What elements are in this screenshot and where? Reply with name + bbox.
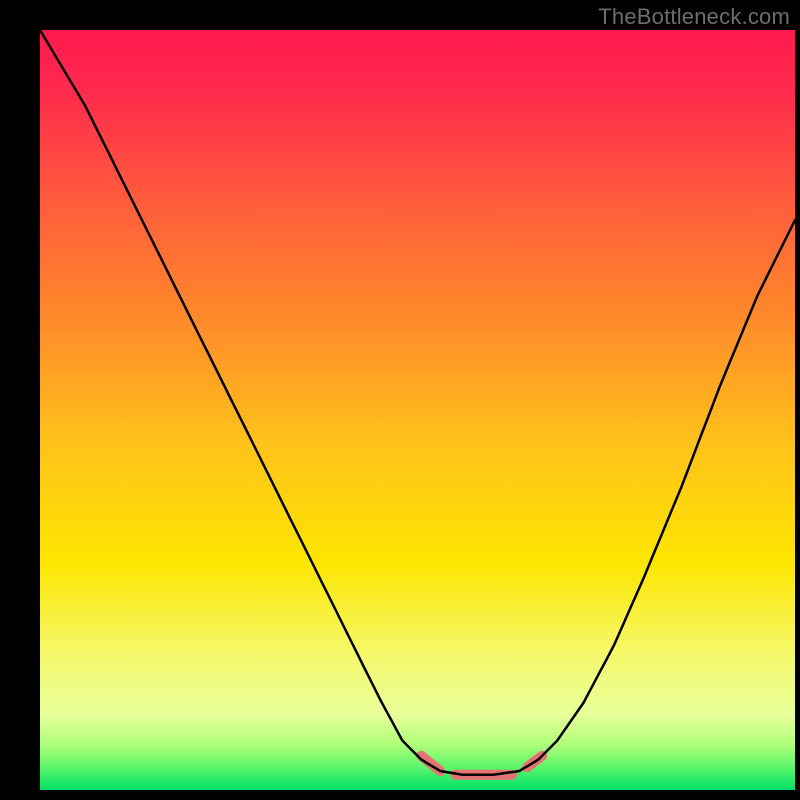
bottleneck-chart <box>0 0 800 800</box>
chart-container: TheBottleneck.com <box>0 0 800 800</box>
watermark-text: TheBottleneck.com <box>598 4 790 30</box>
gradient-background <box>40 30 795 790</box>
